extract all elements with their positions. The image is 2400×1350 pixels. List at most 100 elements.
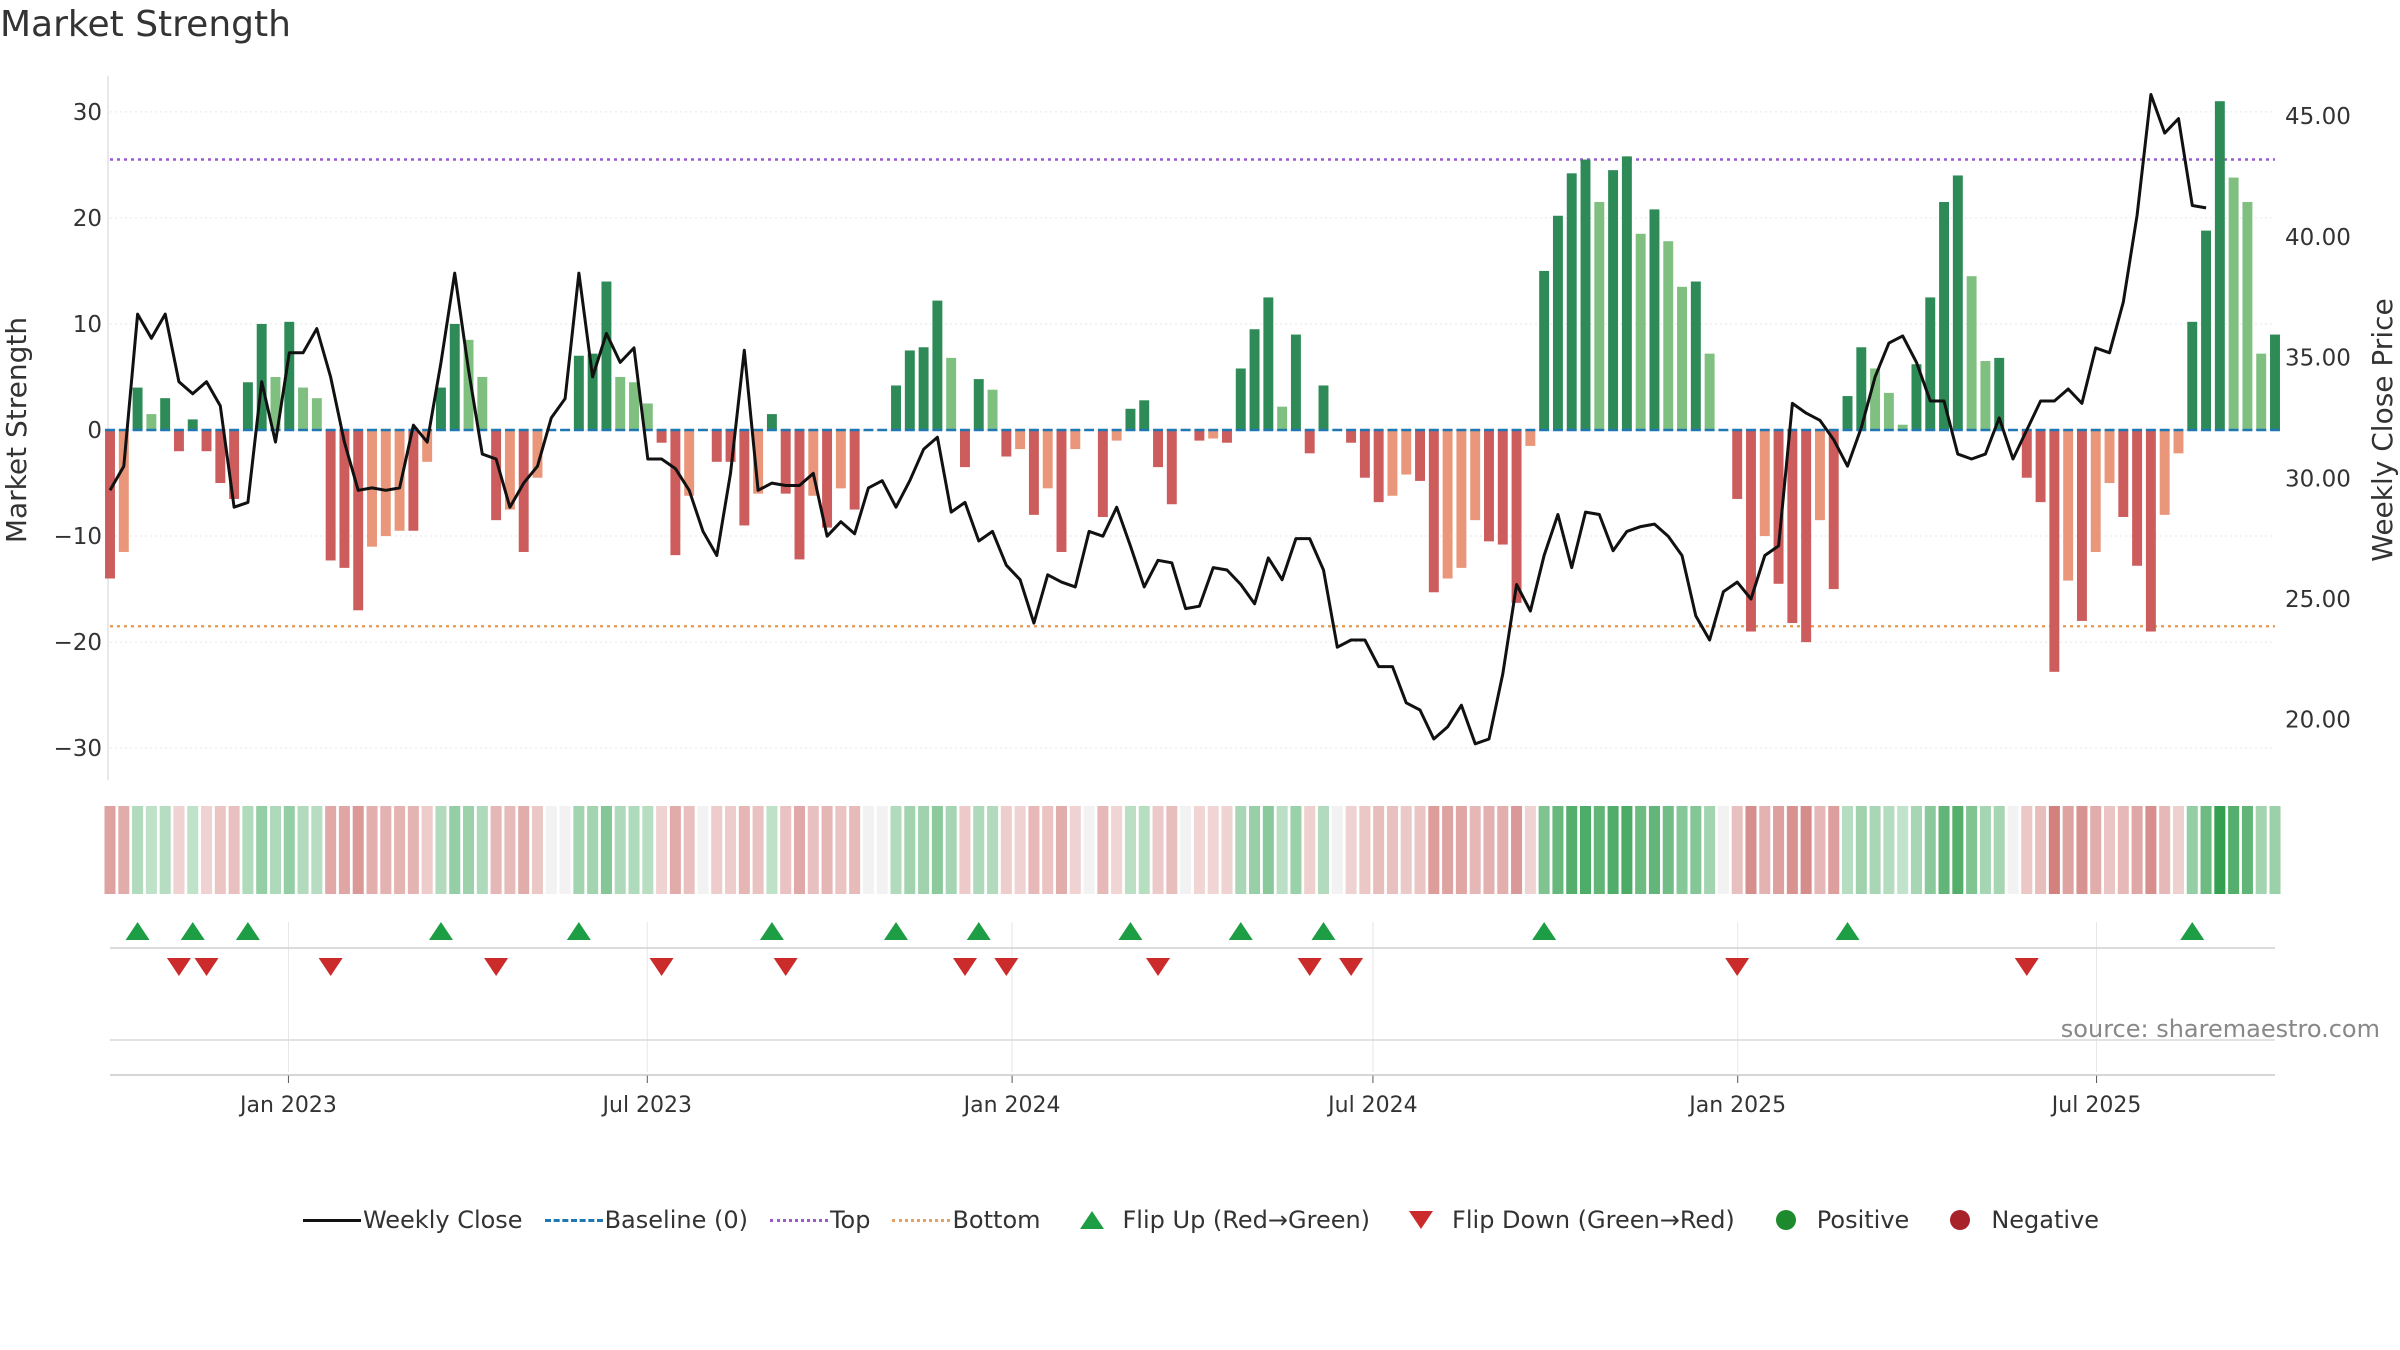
y2-axis-title: Weekly Close Price (2366, 298, 2399, 561)
regime-cell (642, 806, 654, 894)
strength-bar (1870, 368, 1881, 430)
regime-cell (187, 806, 199, 894)
regime-cell (2186, 806, 2198, 894)
regime-cell (2214, 806, 2226, 894)
strength-bar (1263, 297, 1274, 430)
regime-cell (435, 806, 447, 894)
strength-bar (946, 357, 957, 430)
strength-bar (1552, 215, 1563, 430)
strength-bar (2187, 321, 2198, 430)
flip-up-marker (1118, 922, 1143, 940)
legend-label: Weekly Close (362, 1206, 523, 1234)
regime-cell (2145, 806, 2157, 894)
legend-label: Negative (1991, 1206, 2100, 1234)
regime-cell (1042, 806, 1054, 894)
flip-down-marker (318, 958, 343, 976)
dot-icon (1775, 1210, 1796, 1230)
strength-bar (739, 430, 750, 526)
regime-cell (2159, 806, 2171, 894)
strength-bar (1015, 430, 1026, 450)
strength-bar (242, 382, 253, 430)
regime-cell (2048, 806, 2060, 894)
strength-bar (1222, 430, 1232, 443)
regime-cell (1910, 806, 1922, 894)
strength-bar (987, 389, 998, 430)
strength-bar (1111, 430, 1122, 441)
legend-label: Top (829, 1206, 871, 1234)
regime-cell (297, 806, 309, 894)
regime-cell (1883, 806, 1895, 894)
legend-label: Positive (1816, 1206, 1910, 1234)
x-tick-label: Jul 2024 (1326, 1093, 1418, 1118)
strength-bar (504, 430, 515, 510)
regime-cell (1690, 806, 1702, 894)
regime-cell (2255, 806, 2267, 894)
y-tick-label: 0 (87, 418, 102, 444)
regime-cell (931, 806, 943, 894)
chart-legend: Weekly Close Baseline (0) Top Bottom Flip Up… (0, 1205, 2400, 1235)
dotted-line-swatch (769, 1218, 828, 1222)
strength-bar (1277, 406, 1288, 430)
strength-bar (1856, 347, 1867, 430)
axes (107, 76, 2275, 1083)
strength-bar (2063, 430, 2074, 581)
regime-cell (2104, 806, 2116, 894)
regime-cell (600, 806, 612, 894)
legend-symbol (543, 1205, 605, 1235)
y2-tick-label: 20.00 (2285, 708, 2351, 734)
regime-cell (1538, 806, 1550, 894)
strength-bar (146, 414, 157, 430)
strength-bar (1042, 430, 1053, 489)
strength-bar (2145, 430, 2156, 632)
strength-bar (1097, 430, 1108, 517)
regime-cell (1166, 806, 1178, 894)
strength-bar (891, 385, 901, 430)
legend-label: Flip Up (Red→Green) (1122, 1206, 1371, 1234)
regime-cell (1676, 806, 1688, 894)
y-axis-title: Market Strength (0, 317, 33, 543)
strength-bar (1980, 361, 1991, 430)
strength-bar (1442, 430, 1453, 579)
flip-down-marker (1146, 958, 1171, 976)
regime-cell (1704, 806, 1716, 894)
regime-cell (1938, 806, 1950, 894)
flip-down-marker (649, 958, 674, 976)
regime-cell (173, 806, 185, 894)
regime-cell (311, 806, 323, 894)
strength-bar (1318, 385, 1329, 430)
strength-bar (2104, 430, 2115, 484)
regime-cell (987, 806, 999, 894)
y2-tick-label: 45.00 (2285, 104, 2351, 130)
strength-bar (1787, 430, 1798, 624)
regime-cell (201, 806, 213, 894)
strength-bar (918, 347, 929, 430)
regime-cell (573, 806, 585, 894)
strength-bar (1566, 173, 1577, 431)
strength-bar (1621, 156, 1632, 430)
strength-bar (229, 430, 240, 499)
regime-cell (1552, 806, 1564, 894)
triangle-down-icon (1409, 1211, 1434, 1229)
strength-bar (1070, 430, 1081, 450)
strength-bar (284, 321, 295, 430)
regime-cell (1386, 806, 1398, 894)
regime-cell (1566, 806, 1578, 894)
regime-cell (807, 806, 819, 894)
strength-bar (380, 430, 391, 537)
strength-bar (298, 387, 309, 430)
regime-cell (1373, 806, 1385, 894)
regime-cell (1773, 806, 1785, 894)
regime-cell (2117, 806, 2129, 894)
strength-bar (1525, 430, 1536, 446)
strength-bar (311, 398, 322, 430)
flip-up-marker (1311, 922, 1336, 940)
flip-down-marker (1297, 958, 1322, 976)
legend-item: Negative (1929, 1205, 2099, 1235)
flip-up-marker (759, 922, 784, 940)
strength-bar (1842, 396, 1853, 430)
regime-cell (1579, 806, 1592, 894)
regime-cell (283, 806, 295, 894)
regime-cell (2035, 806, 2047, 894)
regime-cell (449, 806, 461, 894)
regime-cell (738, 806, 750, 894)
